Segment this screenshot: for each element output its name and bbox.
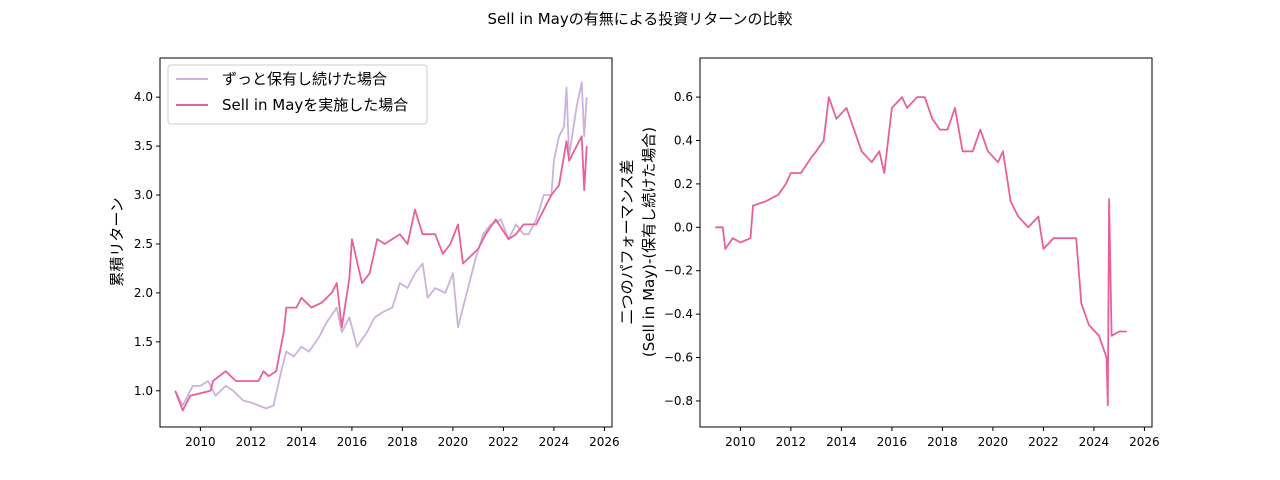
x-tick-label: 2012 — [776, 435, 807, 449]
y-tick-label: 1.0 — [134, 384, 153, 398]
legend-box — [167, 64, 428, 125]
axes-frame — [159, 57, 613, 428]
y-tick-label: 4.0 — [134, 90, 153, 104]
y-axis-label-right-line2: (Sell in May)-(保有し続けた場合) — [640, 127, 658, 357]
y-tick-label: 0.0 — [674, 220, 693, 234]
axes-frame — [699, 57, 1153, 428]
y-axis-label-right-line1: 二つのパフォーマンス差 — [618, 160, 636, 325]
x-tick-label: 2014 — [826, 435, 857, 449]
x-tick-label: 2012 — [236, 435, 267, 449]
legend-label-2: Sell in Mayを実施した場合 — [222, 96, 408, 114]
y-tick-label: 1.5 — [134, 335, 153, 349]
legend: ずっと保有し続けた場合 Sell in Mayを実施した場合 — [167, 64, 428, 125]
y-tick-label: 3.0 — [134, 188, 153, 202]
x-tick-label: 2026 — [1129, 435, 1160, 449]
x-tick-label: 2022 — [1028, 435, 1059, 449]
y-tick-label: −0.8 — [664, 394, 693, 408]
x-tick-label: 2018 — [387, 435, 418, 449]
x-tick-label: 2024 — [1079, 435, 1110, 449]
x-tick-label: 2018 — [927, 435, 958, 449]
x-tick-label: 2010 — [185, 435, 216, 449]
x-tick-label: 2020 — [438, 435, 469, 449]
x-tick-label: 2026 — [589, 435, 620, 449]
series-line-2 — [174, 135, 588, 412]
y-tick-label: 0.2 — [674, 177, 693, 191]
y-tick-label: 2.5 — [134, 237, 153, 251]
y-tick-label: 2.0 — [134, 286, 153, 300]
x-tick-label: 2024 — [539, 435, 570, 449]
axes-2: 2010 2012 2014 2016 2018 2020 2022 2024 2026 −0.8… — [664, 57, 1160, 449]
x-tick-label: 2014 — [286, 435, 317, 449]
y-tick-label: −0.2 — [664, 264, 693, 278]
series-line-1 — [174, 81, 588, 410]
y-axis-label-left: 累積リターン — [108, 197, 126, 286]
x-tick-label: 2016 — [877, 435, 908, 449]
y-tick-label: −0.4 — [664, 307, 693, 321]
x-tick-label: 2016 — [337, 435, 368, 449]
x-tick-label: 2022 — [488, 435, 519, 449]
y-tick-label: 0.4 — [674, 133, 693, 147]
series-line-1 — [715, 96, 1127, 407]
y-tick-label: 0.6 — [674, 90, 693, 104]
figure-title: Sell in Mayの有無による投資リターンの比較 — [487, 10, 792, 28]
legend-label-1: ずっと保有し続けた場合 — [222, 70, 387, 88]
x-tick-label: 2020 — [978, 435, 1009, 449]
x-tick-label: 2010 — [725, 435, 756, 449]
axes-1: 2010 2012 2014 2016 2018 2020 2022 2024 2026 1.0 1… — [134, 57, 620, 449]
y-tick-label: 3.5 — [134, 139, 153, 153]
y-tick-label: −0.6 — [664, 351, 693, 365]
